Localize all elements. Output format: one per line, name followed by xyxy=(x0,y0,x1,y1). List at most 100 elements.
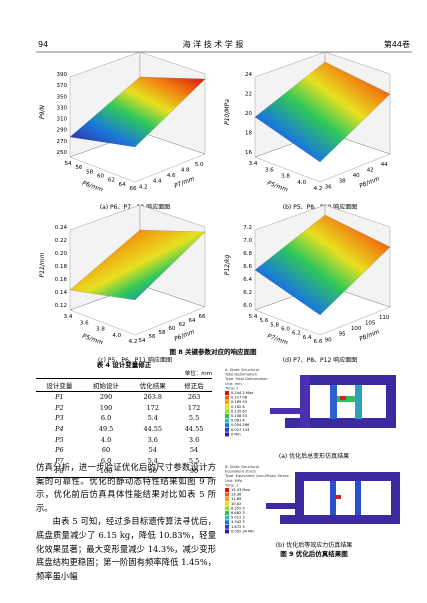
y-tick-label: 90 xyxy=(325,337,332,343)
z-axis-label: P10/MPa xyxy=(224,99,231,125)
x-axis-label: P7/mm xyxy=(266,333,288,347)
y-tick-label: 60 xyxy=(169,326,176,332)
z-tick-label: 250 xyxy=(57,150,68,156)
panel-caption: (b) 优化后等效应力仿真结果 xyxy=(276,541,352,549)
body-text: 仿真分析，进一步验证优化后的尺寸参数设计方案的可靠性。优化的静动态特性结果如图 … xyxy=(36,461,216,583)
y-tick-label: 66 xyxy=(199,314,206,320)
panel-caption: (d) P7、P8、P12 响应面图 xyxy=(283,356,357,364)
y-tick-label: 42 xyxy=(367,168,374,174)
legend-swatch xyxy=(225,520,229,525)
z-tick-label: 18 xyxy=(245,131,252,137)
y-axis-label: P8/mm xyxy=(358,175,380,189)
x-tick-label: 60 xyxy=(97,174,104,180)
figure-caption: 图 9 优化后仿真结果图 xyxy=(280,549,348,558)
legend-swatch xyxy=(225,400,229,405)
table-cell: 90 xyxy=(176,466,212,478)
legend-text: 0.162 8 xyxy=(231,405,245,409)
legend-swatch xyxy=(225,427,229,432)
x-tick-label: 3.6 xyxy=(265,167,274,173)
legend-text: A: Static Structural xyxy=(225,368,259,372)
z-tick-label: 22 xyxy=(245,92,252,98)
legend-text: 0.244 2 Max xyxy=(231,391,254,395)
z-tick-label: 330 xyxy=(57,105,68,111)
legend-swatch xyxy=(225,524,229,529)
z-axis-label: P9/N xyxy=(39,105,46,119)
x-tick-label: 6.2 xyxy=(292,331,301,337)
table-row: P5 4.0 3.6 3.6 xyxy=(36,434,212,445)
table-cell: 54 xyxy=(189,446,199,455)
z-tick-label: 6.8 xyxy=(243,251,252,257)
x-tick-label: 3.8 xyxy=(281,174,290,180)
legend-text: Time: 1 xyxy=(224,483,238,487)
page-number: 94 xyxy=(38,40,48,49)
y-tick-label: 4.2 xyxy=(139,184,148,190)
fem-image xyxy=(270,375,396,428)
y-tick-label: 40 xyxy=(353,173,360,179)
x-tick-label: 56 xyxy=(75,165,82,171)
x-tick-label: 3.8 xyxy=(96,327,105,333)
x-tick-label: 5.6 xyxy=(259,318,268,324)
table-cell: 190 xyxy=(99,403,113,412)
table-cell: 44.55 xyxy=(184,425,204,434)
y-tick-label: 36 xyxy=(325,184,332,190)
table-row: P4 49.5 44.55 44.55 xyxy=(36,424,212,435)
y-axis-label: P7/mm xyxy=(173,175,195,189)
legend-text: 11.69 xyxy=(231,497,242,501)
table-cell: P3 xyxy=(55,414,64,423)
z-tick-label: 350 xyxy=(57,94,68,100)
legend-swatch xyxy=(225,511,229,515)
response-surface-plot: 7.27.06.86.66.46.26.0P12/kg5.45.65.86.06… xyxy=(224,204,391,364)
legend-text: Total Deformation xyxy=(224,373,257,377)
x-tick-label: 4.0 xyxy=(297,180,306,186)
legend-text: 0.081 4 xyxy=(231,419,245,423)
table-cell: 44.55 xyxy=(143,425,163,434)
legend-text: Type: Equivalent (von-Mises) Stress xyxy=(224,474,289,478)
x-tick-label: 4.2 xyxy=(314,186,323,192)
volume: 第44卷 xyxy=(384,39,410,49)
x-tick-label: 58 xyxy=(86,169,93,175)
legend-text: 0.054 266 xyxy=(231,423,250,427)
legend-text: Unit: mm xyxy=(225,382,242,386)
y-tick-label: 5.0 xyxy=(195,162,204,168)
y-axis-label: P6/mm xyxy=(173,328,195,342)
y-tick-label: 4.4 xyxy=(153,179,162,185)
table-cell: 263.8 xyxy=(143,393,163,402)
y-tick-label: 64 xyxy=(189,318,196,324)
paragraph: 由表 5 可知，经过多目标遗传算法寻优后，底盘质量减少了 6.15 kg，降低 … xyxy=(36,516,216,581)
table-row: P3 6.0 5.4 5.5 xyxy=(36,413,212,424)
legend-swatch xyxy=(225,488,229,492)
x-axis-label: P6/mm xyxy=(81,180,103,194)
table-cell: 172 xyxy=(146,403,159,412)
y-tick-label: 44 xyxy=(381,162,388,168)
fem-image xyxy=(266,472,400,524)
table-cell: 4.0 xyxy=(100,435,112,444)
legend-swatch xyxy=(225,404,229,409)
legend-text: 8.352 3 xyxy=(231,506,245,510)
table-cell: 290 xyxy=(99,393,113,402)
x-tick-label: 66 xyxy=(130,186,137,192)
table-cell: 6.0 xyxy=(100,414,112,423)
z-tick-label: 6.6 xyxy=(243,264,252,270)
table-header: 设计变量 初始设计 优化结果 修正后 xyxy=(36,378,212,392)
table-cell: 3.6 xyxy=(188,435,200,444)
legend-text: 0.217 06 xyxy=(231,396,248,400)
x-tick-label: 54 xyxy=(65,161,72,167)
legend-text: B: Static Structural xyxy=(225,465,259,469)
x-tick-label: 4.2 xyxy=(129,339,138,345)
legend-text: 0.027 133 xyxy=(231,428,249,432)
z-axis-label: P12/kg xyxy=(224,255,231,276)
legend-text: Type: Total Deformation xyxy=(224,377,268,381)
legend-swatch xyxy=(225,501,229,506)
legend-text: 0.108 53 xyxy=(231,414,247,418)
y-tick-label: 100 xyxy=(351,326,362,332)
z-tick-label: 310 xyxy=(57,117,68,123)
z-tick-label: 0.16 xyxy=(55,277,68,283)
legend-swatch xyxy=(225,414,229,418)
y-axis-label: P8/mm xyxy=(358,328,380,342)
surface xyxy=(69,229,206,301)
column-header: 设计变量 xyxy=(36,378,83,392)
panel-caption: (c) P5、P6、P11 响应面图 xyxy=(98,356,172,364)
